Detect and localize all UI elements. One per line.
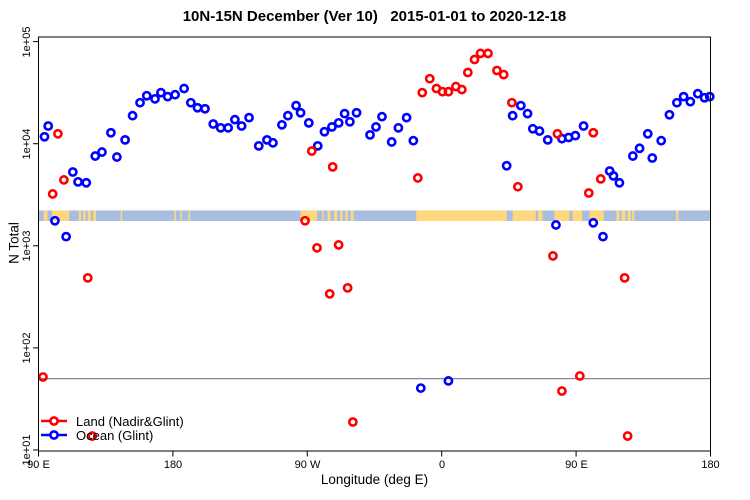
legend-symbol-land-icon — [41, 416, 67, 426]
x-tick-label: 90 E — [27, 459, 50, 471]
y-tick-label: 1e+02 — [21, 332, 33, 364]
y-axis-label: N Total — [6, 222, 22, 264]
legend: Land (Nadir&Glint) Ocean (Glint) — [40, 413, 184, 443]
ocean-series-points — [39, 83, 715, 393]
x-tick-label: 90 W — [294, 459, 321, 471]
chart-title: 10N-15N December (Ver 10) 2015-01-01 to … — [182, 8, 567, 25]
plot-box — [38, 36, 711, 452]
y-tick-label: 1e+04 — [21, 128, 33, 160]
y-tick-label: 1e+01 — [21, 434, 33, 466]
legend-label-ocean: Ocean (Glint) — [76, 427, 154, 443]
legend-label-land: Land (Nadir&Glint) — [76, 413, 184, 429]
y-tick-label: 1e+05 — [21, 26, 33, 58]
legend-symbol-ocean-icon — [41, 430, 67, 440]
x-tick-label: 180 — [701, 459, 720, 471]
land-series-points — [38, 48, 633, 441]
map-strip — [38, 210, 711, 221]
x-axis-label: Longitude (deg E) — [320, 472, 429, 487]
x-tick-label: 0 — [438, 459, 446, 471]
x-tick-label: 180 — [163, 459, 183, 471]
axis-ticks — [33, 41, 711, 457]
legend-item-ocean: Ocean (Glint) — [40, 427, 184, 443]
y-tick-label: 1e+03 — [21, 230, 33, 262]
legend-item-land: Land (Nadir&Glint) — [40, 413, 184, 429]
x-tick-label: 90 E — [565, 459, 588, 471]
